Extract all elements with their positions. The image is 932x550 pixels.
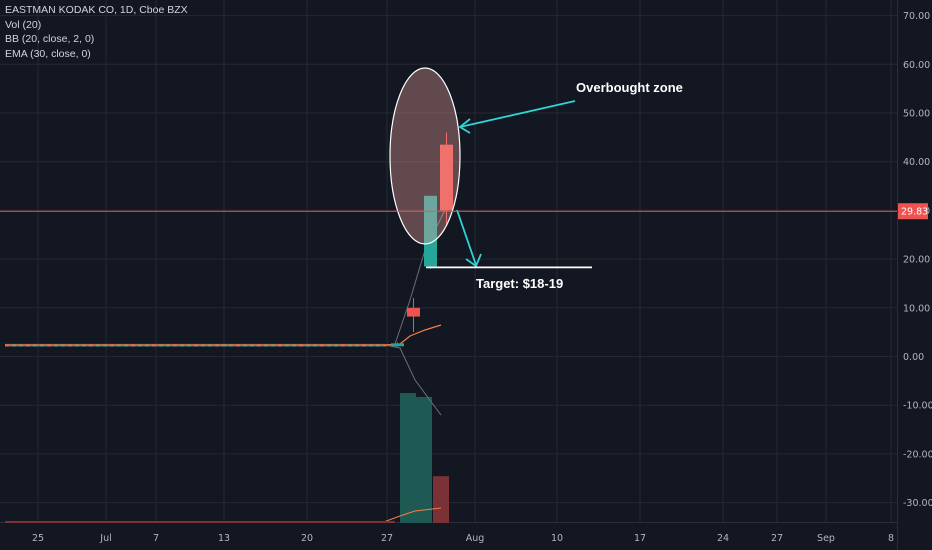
volume-bar	[433, 476, 449, 523]
x-tick-label: 10	[551, 533, 563, 544]
x-tick-label: 13	[218, 533, 230, 544]
target-arrow	[456, 209, 477, 266]
overbought-arrow	[459, 100, 576, 128]
chart-legend: EASTMAN KODAK CO, 1D, Cboe BZX Vol (20) …	[5, 3, 188, 61]
legend-ema[interactable]: EMA (30, close, 0)	[5, 47, 91, 60]
volume-bar	[400, 393, 416, 523]
ema-line	[5, 324, 442, 346]
overbought-arrowhead	[458, 118, 471, 134]
y-tick-label: 70.00	[903, 11, 930, 22]
candle-body	[424, 195, 437, 267]
grid-lines	[0, 0, 898, 550]
y-tick-label: 50.00	[903, 109, 930, 120]
x-tick-label: Aug	[466, 533, 485, 544]
x-tick-label: 7	[153, 533, 159, 544]
candles[interactable]	[391, 132, 453, 347]
current-price-label: 29.83	[901, 207, 928, 218]
x-tick-label: 25	[32, 533, 44, 544]
x-tick-label: 8	[888, 533, 894, 544]
y-tick-label: 60.00	[903, 60, 930, 71]
x-tick-label: 27	[771, 533, 783, 544]
bb-lower-line	[384, 344, 442, 416]
target-label: Target: $18-19	[476, 276, 563, 291]
overbought-label: Overbought zone	[576, 80, 683, 95]
x-tick-label: Jul	[99, 533, 111, 544]
x-tick-label: 17	[634, 533, 646, 544]
legend-symbol[interactable]: EASTMAN KODAK CO, 1D, Cboe BZX	[5, 4, 188, 16]
time-axis[interactable]: 25 Jul 7 13 20 27 Aug 10 17 24 27 Sep 8	[32, 533, 894, 544]
x-tick-label: 20	[301, 533, 313, 544]
y-tick-label: 40.00	[903, 157, 930, 168]
current-price-tag	[898, 203, 928, 220]
candle-body	[407, 307, 420, 317]
candle-body	[391, 343, 404, 347]
price-axis[interactable]: 70.0060.0050.0040.0030.0020.0010.000.00-…	[898, 11, 932, 509]
price-history	[5, 209, 446, 416]
y-tick-label: 0.00	[903, 352, 924, 363]
y-tick-label: -30.00	[903, 498, 932, 509]
volume-bars	[5, 393, 449, 523]
candle-body	[440, 144, 453, 211]
annotations[interactable]: Overbought zone Target: $18-19	[389, 67, 683, 291]
y-tick-label: -20.00	[903, 449, 932, 460]
y-tick-label: 20.00	[903, 255, 930, 266]
ema-line-group	[5, 324, 442, 346]
legend-volume[interactable]: Vol (20)	[5, 18, 42, 31]
target-arrowhead	[465, 253, 482, 268]
legend-bollinger[interactable]: BB (20, close, 2, 0)	[5, 33, 95, 45]
y-tick-label: -10.00	[903, 401, 932, 412]
x-tick-label: Sep	[817, 533, 835, 544]
x-tick-label: 27	[381, 533, 393, 544]
x-tick-label: 24	[717, 533, 729, 544]
overbought-ellipse	[389, 67, 461, 245]
y-tick-label: 10.00	[903, 303, 930, 314]
volume-ma-line	[5, 507, 442, 522]
volume-bar	[416, 396, 432, 523]
